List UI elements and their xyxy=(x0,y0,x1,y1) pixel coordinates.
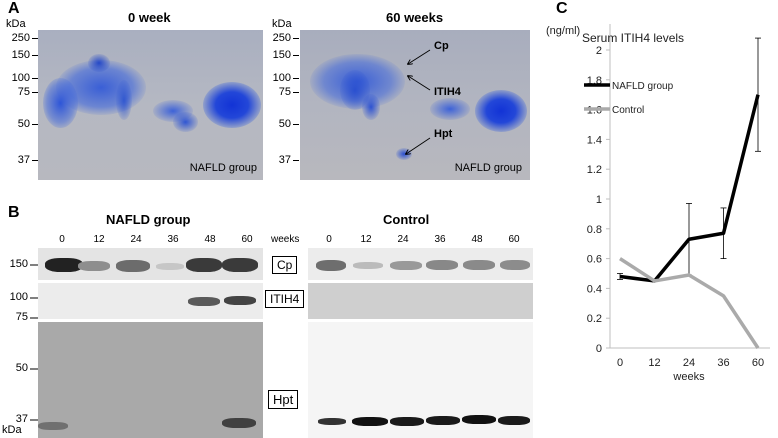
y-tick-label: 0.8 xyxy=(587,224,602,236)
legend-label-0: NAFLD group xyxy=(612,81,674,92)
panel-a-kda-right: kDa xyxy=(272,18,292,30)
gel-right-caption: NAFLD group xyxy=(454,162,522,174)
gel-left-marker-75: 75 xyxy=(17,86,30,98)
blot-marker-150: 150 xyxy=(9,258,28,270)
blot-nafld-hpt xyxy=(38,322,263,438)
nafld-lane-0: 0 xyxy=(59,234,65,245)
control-lane-60: 60 xyxy=(508,234,520,245)
arrow-label-hpt: Hpt xyxy=(434,128,453,140)
y-axis-label: (ng/ml) xyxy=(546,25,580,37)
y-tick-label: 0.4 xyxy=(587,283,602,295)
legend-label-1: Control xyxy=(612,105,644,116)
blot-control-cp xyxy=(308,248,533,280)
gel-right-marker-100: 100 xyxy=(272,72,291,84)
arrow-label-itih4: ITIH4 xyxy=(434,86,461,98)
gel-left-marker-150: 150 xyxy=(11,49,30,61)
panel-b-letter: B xyxy=(8,204,20,221)
control-group-title: Control xyxy=(383,212,430,227)
gel-left-caption: NAFLD group xyxy=(189,162,257,174)
itih4-line-chart: 00.20.40.60.811.21.41.61.82012243660(ng/… xyxy=(546,24,770,383)
gel-left-marker-50: 50 xyxy=(17,118,30,130)
gel-right-tick-150 xyxy=(293,55,299,56)
x-tick-label: 60 xyxy=(752,357,764,369)
blot-marker-50: 50 xyxy=(15,362,28,374)
gel-left-tick-100 xyxy=(32,78,38,79)
nafld-lane-48: 48 xyxy=(204,234,216,245)
nafld-lane-36: 36 xyxy=(167,234,179,245)
arrow-label-cp: Cp xyxy=(434,40,449,52)
nafld-lane-24: 24 xyxy=(130,234,142,245)
y-tick-label: 0 xyxy=(596,343,602,355)
x-tick-label: 12 xyxy=(648,357,660,369)
y-tick-label: 1.2 xyxy=(587,164,602,176)
gel-right-tick-37 xyxy=(293,160,299,161)
panel-a-letter: A xyxy=(8,0,20,17)
gel-right-marker-250: 250 xyxy=(272,32,291,44)
gel-right-tick-75 xyxy=(293,92,299,93)
blot-marker-37: 37 xyxy=(15,413,28,425)
gel-left-title: 0 week xyxy=(128,10,171,25)
y-tick-label: 1 xyxy=(596,194,602,206)
control-lane-12: 12 xyxy=(360,234,372,245)
gel-left-tick-37 xyxy=(32,160,38,161)
blot-nafld-itih4 xyxy=(38,283,263,319)
row-label-itih4: ITIH4 xyxy=(265,290,305,308)
gel-arrows xyxy=(400,49,431,160)
control-lane-36: 36 xyxy=(434,234,446,245)
y-tick-label: 0.6 xyxy=(587,254,602,266)
control-lane-0: 0 xyxy=(326,234,332,245)
blot-marker-ticks xyxy=(30,264,38,421)
gel-right-tick-100 xyxy=(293,78,299,79)
nafld-lane-60: 60 xyxy=(241,234,253,245)
gel-left-marker-100: 100 xyxy=(11,72,30,84)
gel-right-tick-250 xyxy=(293,38,299,39)
gel-left-tick-150 xyxy=(32,55,38,56)
row-label-cp: Cp xyxy=(272,256,298,274)
nafld-group-title: NAFLD group xyxy=(106,212,191,227)
gel-right-marker-37: 37 xyxy=(278,154,291,166)
blot-nafld-cp xyxy=(38,248,263,280)
blot-marker-75: 75 xyxy=(15,311,28,323)
gel-right-marker-75: 75 xyxy=(278,86,291,98)
x-tick-label: 0 xyxy=(617,357,623,369)
gel-right-marker-50: 50 xyxy=(278,118,291,130)
gel-right-marker-150: 150 xyxy=(272,49,291,61)
gel-left-marker-250: 250 xyxy=(11,32,30,44)
gel-left-tick-50 xyxy=(32,124,38,125)
y-tick-label: 2 xyxy=(596,45,602,57)
y-tick-label: 1.4 xyxy=(587,134,602,146)
row-label-hpt: Hpt xyxy=(268,390,299,409)
gel-left-marker-37: 37 xyxy=(17,154,30,166)
gel-right-tick-50 xyxy=(293,124,299,125)
panel-c-letter: C xyxy=(556,0,568,17)
gel-left-tick-250 xyxy=(32,38,38,39)
nafld-lane-12: 12 xyxy=(93,234,105,245)
blot-control-itih4 xyxy=(308,283,533,319)
control-lane-48: 48 xyxy=(471,234,483,245)
gel-image-60-weeks: NAFLD group xyxy=(300,30,530,180)
y-tick-label: 0.2 xyxy=(587,313,602,325)
x-tick-label: 36 xyxy=(717,357,729,369)
gel-left-tick-75 xyxy=(32,92,38,93)
chart-title: Serum ITIH4 levels xyxy=(582,31,684,45)
blot-control-hpt xyxy=(308,322,533,438)
gel-image-0-week: NAFLD group xyxy=(38,30,263,180)
gel-right-title: 60 weeks xyxy=(386,10,444,25)
x-tick-label: 24 xyxy=(683,357,695,369)
series-line-1 xyxy=(619,257,760,349)
panel-a-kda-left: kDa xyxy=(6,18,26,30)
x-axis-label: weeks xyxy=(672,371,705,383)
blot-kda-label: kDa xyxy=(2,424,22,436)
blot-marker-100: 100 xyxy=(9,291,28,303)
weeks-label: weeks xyxy=(271,234,300,245)
control-lane-24: 24 xyxy=(397,234,409,245)
